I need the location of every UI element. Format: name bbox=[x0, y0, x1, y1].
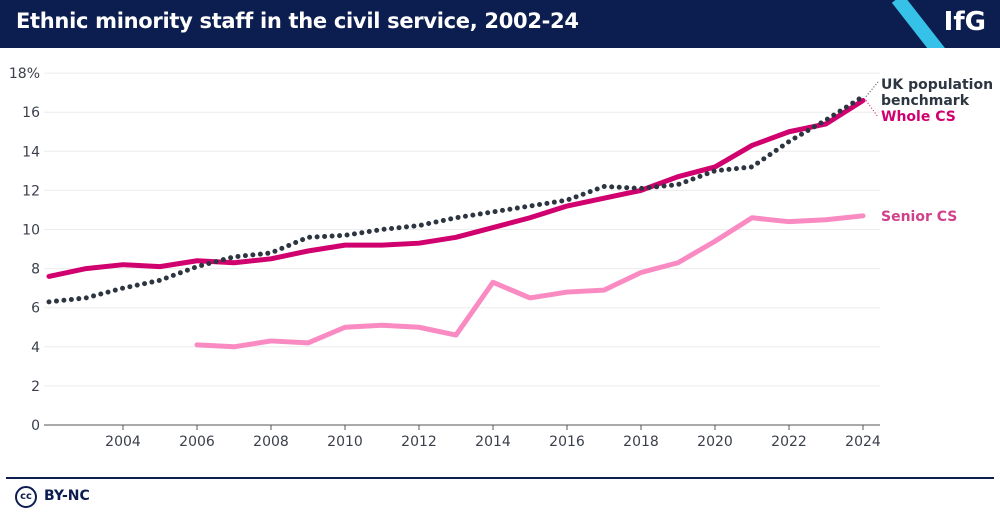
x-tick-label: 2006 bbox=[179, 434, 215, 450]
creative-commons-icon: cc bbox=[15, 486, 37, 508]
x-tick-label: 2014 bbox=[475, 434, 511, 450]
x-tick-label: 2010 bbox=[327, 434, 363, 450]
y-tick-label: 12 bbox=[22, 183, 40, 199]
series-line-senior-cs bbox=[194, 213, 866, 350]
y-tick-label: 16 bbox=[22, 105, 40, 121]
series-line-whole-cs bbox=[46, 97, 866, 279]
series-line-uk-population-benchmark bbox=[46, 94, 866, 305]
x-tick-label: 2018 bbox=[623, 434, 659, 450]
x-tick-label: 2024 bbox=[845, 434, 881, 450]
x-tick-label: 2012 bbox=[401, 434, 437, 450]
chart-title: Ethnic minority staff in the civil servi… bbox=[16, 9, 579, 33]
series-label-whole-cs: Whole CS bbox=[881, 109, 956, 125]
x-tick-label: 2016 bbox=[549, 434, 585, 450]
y-tick-label: 10 bbox=[22, 223, 40, 239]
y-tick-label: 8 bbox=[31, 262, 40, 278]
y-tick-label: 2 bbox=[31, 379, 40, 395]
x-tick-label: 2022 bbox=[771, 434, 807, 450]
header: Ethnic minority staff in the civil servi… bbox=[0, 0, 1000, 48]
y-tick-label: 6 bbox=[31, 301, 40, 317]
license-label: BY-NC bbox=[44, 488, 90, 504]
y-tick-label: 4 bbox=[31, 340, 40, 356]
y-tick-label: 14 bbox=[22, 144, 40, 160]
y-tick-label: 18% bbox=[9, 66, 40, 82]
x-tick-label: 2008 bbox=[253, 434, 289, 450]
footer-divider bbox=[6, 477, 994, 479]
label-leader bbox=[865, 81, 879, 97]
series-label-senior-cs: Senior CS bbox=[881, 209, 957, 225]
series-label-benchmark: UK population benchmark bbox=[881, 77, 993, 109]
x-tick-label: 2020 bbox=[697, 434, 733, 450]
x-tick-label: 2004 bbox=[105, 434, 141, 450]
label-leader bbox=[865, 100, 879, 118]
y-tick-label: 0 bbox=[31, 418, 40, 434]
ifg-logo: IfG bbox=[943, 7, 986, 37]
